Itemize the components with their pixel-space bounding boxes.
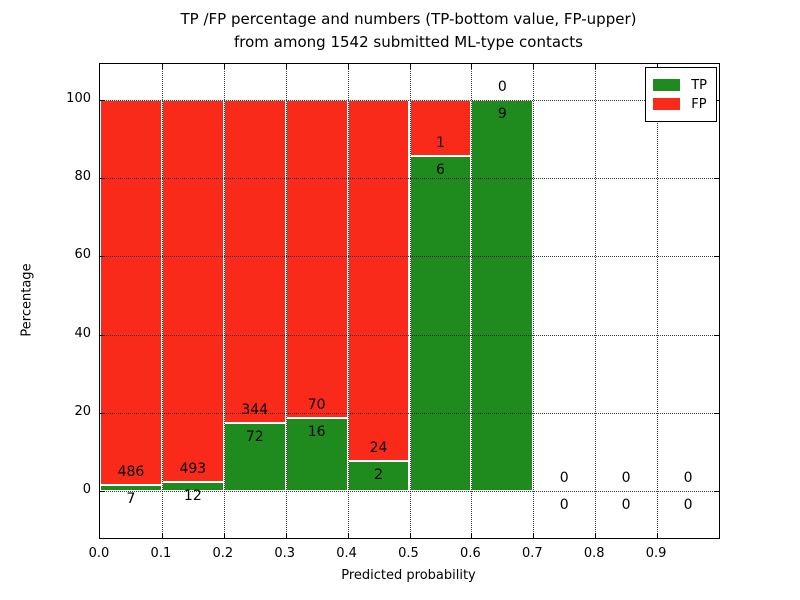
vertical-gridline <box>533 64 535 538</box>
y-tick-label: 100 <box>66 91 91 106</box>
y-axis-tick <box>714 256 719 258</box>
chart-title: TP /FP percentage and numbers (TP-bottom… <box>99 8 718 54</box>
fp-bar-segment <box>409 100 472 156</box>
x-axis-label: Predicted probability <box>341 568 476 583</box>
tp-count-label: 2 <box>374 466 383 483</box>
x-axis-tick <box>533 64 535 69</box>
x-tick-label: 0.3 <box>274 546 296 561</box>
tp-bar-segment <box>409 155 472 491</box>
y-tick-label: 80 <box>74 169 91 185</box>
y-axis-tick <box>714 178 719 180</box>
fp-count-label: 344 <box>241 402 269 419</box>
fp-legend-swatch <box>653 98 681 110</box>
x-tick-label: 0.2 <box>212 546 234 561</box>
fp-count-label: 493 <box>179 460 207 477</box>
x-axis-tick <box>595 64 597 69</box>
x-axis-tick <box>161 533 163 538</box>
legend-row-tp: TP <box>653 77 707 93</box>
tp-legend-label: TP <box>691 77 707 93</box>
fp-bar-segment <box>100 100 162 486</box>
x-tick-label: 0.5 <box>398 546 419 561</box>
tp-count-label: 9 <box>497 106 507 122</box>
fp-bar-segment <box>285 100 348 419</box>
fp-count-label: 24 <box>369 439 388 456</box>
fp-count-label: 0 <box>559 470 569 486</box>
tp-bar-segment <box>471 100 534 491</box>
tp-count-label: 0 <box>683 497 693 513</box>
y-axis-tick <box>714 412 719 414</box>
tp-legend-swatch <box>653 79 681 91</box>
tp-count-label: 0 <box>621 497 631 513</box>
x-axis-tick <box>409 64 411 69</box>
tp-count-label: 72 <box>245 429 264 446</box>
x-axis-tick <box>285 533 287 538</box>
x-axis-tick <box>471 533 473 538</box>
vertical-gridline <box>657 64 659 538</box>
tp-count-label: 6 <box>435 161 445 178</box>
vertical-gridline <box>595 64 597 538</box>
y-axis-tick <box>100 178 105 180</box>
fp-count-label: 486 <box>117 464 145 481</box>
x-axis-tick <box>595 533 597 538</box>
legend-row-fp: FP <box>653 96 707 112</box>
y-axis-tick <box>100 491 105 492</box>
x-tick-label: 0.9 <box>645 546 667 561</box>
x-axis-tick <box>223 533 225 538</box>
fp-count-label: 0 <box>683 470 693 486</box>
fp-legend-label: FP <box>691 96 707 112</box>
x-tick-label: 0.6 <box>460 546 481 561</box>
y-axis-label: Percentage <box>19 263 35 337</box>
y-tick-label: 40 <box>74 325 91 341</box>
y-axis-tick <box>100 256 105 258</box>
x-axis-tick <box>471 64 473 69</box>
tp-count-label: 0 <box>559 497 569 513</box>
y-axis-tick <box>714 334 719 336</box>
tp-count-label: 12 <box>183 487 202 504</box>
y-tick-label: 0 <box>82 482 91 497</box>
plot-area: 486 7 493 12 344 72 70 16 24 2 1 6 0 9 0 0 0 0 0 0 TP FP <box>99 63 720 539</box>
y-tick-label: 20 <box>74 403 91 419</box>
y-axis-tick <box>714 491 719 492</box>
tp-count-label: 16 <box>307 424 326 441</box>
tp-count-label: 7 <box>126 491 136 508</box>
x-axis-tick <box>161 64 163 69</box>
tp-bar-segment <box>100 485 162 491</box>
fp-count-label: 1 <box>435 134 445 151</box>
y-axis-tick <box>100 412 105 414</box>
fp-bar-segment <box>161 100 224 482</box>
x-axis-tick <box>347 64 349 69</box>
x-axis-tick <box>347 533 349 538</box>
x-axis-tick <box>285 64 287 69</box>
y-axis-tick <box>100 334 105 336</box>
fp-bar-segment <box>347 100 410 461</box>
x-axis-tick <box>409 533 411 538</box>
tp-bar-segment <box>285 418 348 491</box>
x-tick-label: 0.4 <box>336 546 357 561</box>
x-axis-tick <box>657 533 659 538</box>
chart-title-line2: from among 1542 submitted ML-type contac… <box>234 33 583 51</box>
y-axis-tick <box>100 100 105 101</box>
fp-count-label: 0 <box>621 470 631 486</box>
fp-count-label: 0 <box>497 79 507 95</box>
x-axis-tick <box>533 533 535 538</box>
x-tick-label: 0.8 <box>583 546 605 561</box>
x-axis-tick <box>223 64 225 69</box>
fp-bar-segment <box>223 100 286 424</box>
legend: TP FP <box>645 67 717 122</box>
fp-count-label: 70 <box>307 397 326 414</box>
x-tick-label: 0.7 <box>521 546 543 561</box>
x-tick-label: 0.0 <box>88 546 110 561</box>
chart-title-line1: TP /FP percentage and numbers (TP-bottom… <box>180 10 637 28</box>
tp-bar-segment <box>223 423 286 491</box>
y-tick-label: 60 <box>74 247 91 263</box>
x-tick-label: 0.1 <box>150 546 172 561</box>
